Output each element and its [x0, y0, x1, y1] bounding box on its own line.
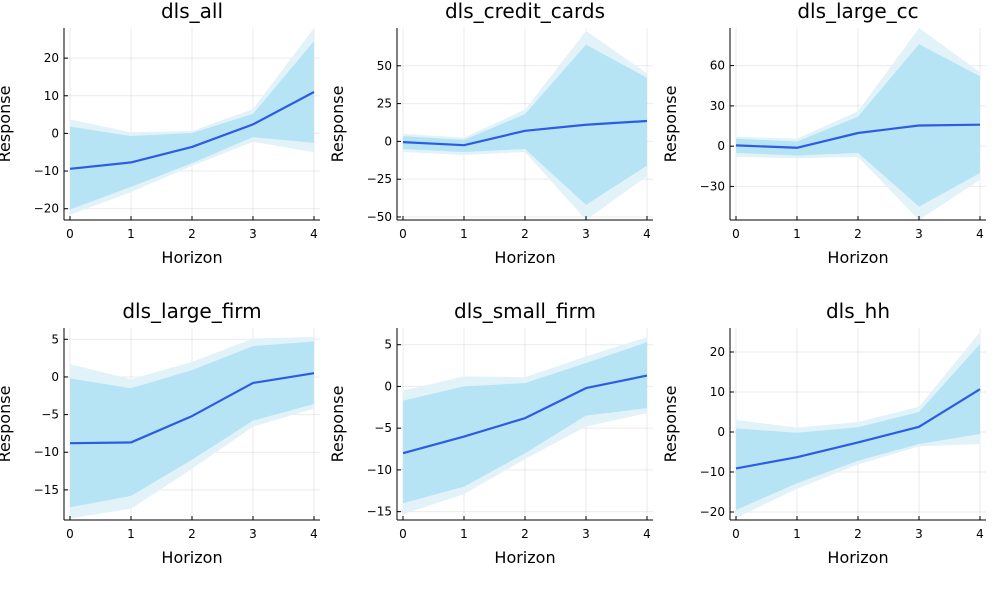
chart-title: dls_large_firm	[122, 299, 261, 323]
x-tick-label: 1	[793, 527, 801, 541]
confidence-band-inner	[736, 44, 980, 207]
y-tick-label: 0	[384, 379, 392, 393]
x-axis-label: Horizon	[827, 248, 888, 267]
x-axis-label: Horizon	[494, 548, 555, 567]
x-tick-label: 4	[643, 527, 651, 541]
x-tick-label: 3	[249, 527, 257, 541]
y-axis-label: Response	[328, 86, 347, 163]
y-axis-label: Response	[661, 86, 680, 163]
confidence-band-inner	[403, 44, 647, 205]
x-axis-label: Horizon	[494, 248, 555, 267]
confidence-band-inner	[70, 41, 314, 210]
y-tick-label: −30	[700, 179, 725, 193]
chart-panel-dls-credit-cards: −50 −25 0 25 50 0 1 2 3 4 dls_credit_cards Horizon R…	[328, 0, 653, 267]
y-tick-label: 25	[377, 97, 392, 111]
chart-panel-dls-all: −20 −10 0 10 20 0 1 2 3 4 dls_all Horizon Response	[0, 0, 320, 267]
chart-panel-dls-hh: −20 −10 0 10 20 0 1 2 3 4 dls_hh Horizon Response	[661, 299, 986, 567]
x-tick-label: 1	[127, 227, 135, 241]
chart-title: dls_hh	[826, 299, 890, 323]
x-tick-label: 1	[460, 527, 468, 541]
series-line	[735, 123, 981, 149]
series-line	[69, 372, 315, 445]
x-tick-label: 4	[310, 527, 318, 541]
y-axis-label: Response	[328, 386, 347, 463]
x-tick-label: 1	[793, 227, 801, 241]
chart-panel-dls-large-firm: −15 −10 −5 0 5 0 1 2 3 4 dls_large_firm Horizon Resp…	[0, 299, 320, 567]
series-line	[735, 388, 981, 470]
y-tick-label: 20	[710, 345, 725, 359]
x-tick-label: 3	[249, 227, 257, 241]
chart-title: dls_large_cc	[797, 0, 918, 23]
x-tick-label: 4	[976, 527, 984, 541]
x-tick-label: 2	[854, 527, 862, 541]
x-axis-label: Horizon	[161, 248, 222, 267]
x-tick-label: 2	[521, 527, 529, 541]
x-tick-label: 0	[732, 227, 740, 241]
x-tick-label: 3	[915, 527, 923, 541]
y-tick-label: −5	[374, 421, 392, 435]
y-tick-label: 5	[51, 332, 59, 346]
x-tick-label: 0	[66, 527, 74, 541]
y-tick-label: −15	[34, 483, 59, 497]
y-axis-label: Response	[0, 386, 14, 463]
x-axis-label: Horizon	[827, 548, 888, 567]
y-tick-label: −10	[367, 463, 392, 477]
y-tick-label: 0	[51, 370, 59, 384]
x-axis-label: Horizon	[161, 548, 222, 567]
confidence-band-inner	[736, 344, 980, 510]
y-tick-label: −5	[41, 408, 59, 422]
y-tick-label: −10	[700, 465, 725, 479]
series-line	[69, 91, 315, 170]
chart-panel-dls-small-firm: −15 −10 −5 0 5 0 1 2 3 4 dls_small_firm Horizon Resp…	[328, 299, 653, 567]
y-tick-label: 10	[710, 385, 725, 399]
y-tick-label: −10	[34, 445, 59, 459]
y-tick-label: 0	[717, 139, 725, 153]
x-tick-label: 3	[582, 527, 590, 541]
series-line	[402, 374, 648, 455]
series-line	[402, 119, 648, 147]
x-tick-label: 4	[643, 227, 651, 241]
y-tick-label: 30	[710, 99, 725, 113]
x-tick-label: 2	[188, 527, 196, 541]
x-tick-label: 1	[460, 227, 468, 241]
y-tick-label: 0	[717, 425, 725, 439]
x-tick-label: 4	[310, 227, 318, 241]
x-tick-label: 0	[399, 227, 407, 241]
y-tick-label: 60	[710, 59, 725, 73]
chart-title: dls_credit_cards	[445, 0, 605, 23]
confidence-band-inner	[403, 342, 647, 504]
y-tick-label: −20	[34, 202, 59, 216]
chart-title: dls_all	[161, 0, 223, 23]
x-tick-label: 4	[976, 227, 984, 241]
y-axis-label: Response	[0, 86, 14, 163]
x-tick-label: 1	[127, 527, 135, 541]
x-tick-label: 0	[732, 527, 740, 541]
x-tick-label: 3	[582, 227, 590, 241]
y-tick-label: 0	[384, 134, 392, 148]
y-tick-label: 50	[377, 59, 392, 73]
x-tick-label: 0	[399, 527, 407, 541]
y-tick-label: −15	[367, 505, 392, 519]
y-tick-label: 20	[44, 51, 59, 65]
chart-panel-dls-large-cc: −30 0 30 60 0 1 2 3 4 dls_large_cc Horizon Response	[661, 0, 986, 267]
y-tick-label: −50	[367, 210, 392, 224]
y-tick-label: 0	[51, 126, 59, 140]
chart-title: dls_small_firm	[454, 299, 596, 323]
x-tick-label: 0	[66, 227, 74, 241]
y-tick-label: −25	[367, 172, 392, 186]
x-tick-label: 3	[915, 227, 923, 241]
x-tick-label: 2	[521, 227, 529, 241]
x-tick-label: 2	[188, 227, 196, 241]
y-tick-label: 10	[44, 89, 59, 103]
y-axis-label: Response	[661, 386, 680, 463]
y-tick-label: −10	[34, 164, 59, 178]
y-tick-label: 5	[384, 338, 392, 352]
y-tick-label: −20	[700, 505, 725, 519]
x-tick-label: 2	[854, 227, 862, 241]
